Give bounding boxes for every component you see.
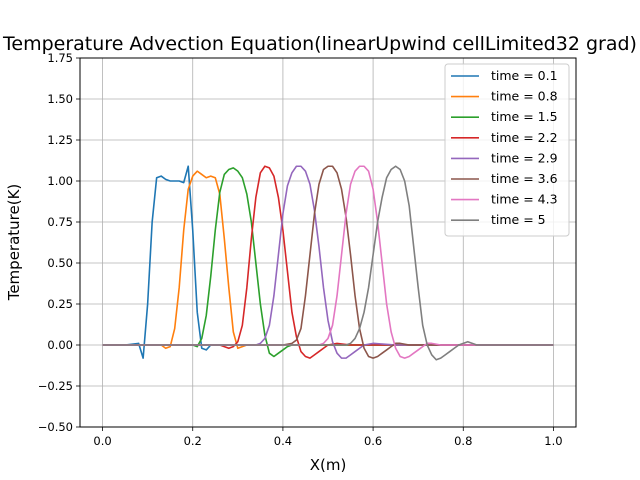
series-line-6 (102, 165, 554, 359)
y-tick-label: 0.25 (47, 297, 73, 311)
legend-label-3: time = 1.5 (491, 109, 558, 124)
legend-label-2: time = 0.8 (491, 89, 558, 104)
series-line-5 (102, 165, 554, 359)
legend-label-4: time = 2.2 (491, 130, 558, 145)
y-ticks: −0.50 −0.25 0.00 0.25 0.50 0.75 1.00 1.25 1.50 1.… (38, 51, 80, 434)
chart-title: Temperature Advection Equation(linearUpw… (2, 33, 637, 55)
x-tick-label: 0.0 (93, 434, 111, 448)
legend-label-8: time = 5 (491, 212, 546, 227)
series-line-4 (102, 165, 554, 359)
legend-label-7: time = 4.3 (491, 192, 558, 207)
x-axis-label: X(m) (310, 456, 347, 474)
y-tick-label: 0.50 (47, 256, 73, 270)
legend-label-6: time = 3.6 (491, 171, 558, 186)
y-tick-label: 1.50 (47, 92, 73, 106)
y-tick-label: 1.00 (47, 174, 73, 188)
y-tick-label: −0.50 (38, 420, 73, 434)
y-axis-label: Temperature(K) (5, 184, 23, 302)
x-tick-label: 0.8 (454, 434, 472, 448)
series-lines (102, 165, 554, 361)
x-ticks: 0.0 0.2 0.4 0.6 0.8 1.0 (93, 427, 563, 448)
series-line-8 (102, 165, 554, 361)
axes-frame (79, 57, 577, 428)
x-tick-label: 0.4 (274, 434, 292, 448)
legend-box (444, 63, 570, 237)
y-tick-label: 0.75 (47, 215, 73, 229)
legend-label-5: time = 2.9 (491, 150, 558, 165)
y-tick-label: 1.25 (47, 133, 73, 147)
legend-label-1: time = 0.1 (491, 68, 558, 83)
x-tick-label: 0.6 (364, 434, 382, 448)
y-tick-label: 1.75 (47, 51, 73, 65)
y-tick-label: 0.00 (47, 338, 73, 352)
x-tick-label: 1.0 (544, 434, 562, 448)
legend-items: time = 0.1 time = 0.8 time = 1.5 time = 2.2… (451, 68, 558, 227)
y-tick-label: −0.25 (38, 379, 73, 393)
x-tick-label: 0.2 (184, 434, 202, 448)
legend: time = 0.1 time = 0.8 time = 1.5 time = 2.2… (444, 63, 570, 237)
